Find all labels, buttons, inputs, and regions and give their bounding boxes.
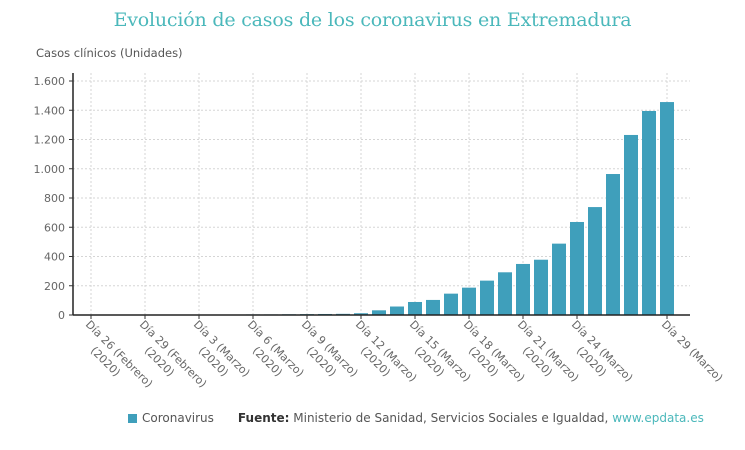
y-tick-label: 0 — [58, 309, 65, 322]
bar[interactable]: Día 28 (Marzo) (2020): 1395 — [642, 110, 656, 315]
y-tick-label: 1.600 — [34, 75, 66, 88]
y-ticks: 0 200 400 600 800 1.000 1.200 1.400 1.600 — [34, 75, 73, 322]
bar[interactable]: Día 22 (Marzo) (2020): 378 — [534, 259, 548, 315]
bar[interactable]: Día 18 (Marzo) (2020): 187 — [462, 287, 476, 315]
bar[interactable]: Día 20 (Marzo) (2020): 292 — [498, 272, 512, 315]
x-tick-label: Día 24 (Marzo)(2020) — [569, 318, 636, 385]
x-tick-label-line1: Día 29 (Marzo) — [659, 318, 726, 385]
x-tick-label: Día 21 (Marzo)(2020) — [515, 318, 582, 385]
bar[interactable]: Día 29 (Marzo): 1456 — [660, 102, 674, 315]
bar[interactable]: Día 27 (Marzo) (2020): 1231 — [624, 134, 638, 315]
bar[interactable]: Día 16 (Marzo) (2020): 103 — [426, 299, 440, 315]
y-tick-label: 200 — [44, 280, 65, 293]
chart-title: Evolución de casos de los coronavirus en… — [113, 9, 632, 31]
legend-swatch-coronavirus — [128, 413, 137, 423]
x-tick-label: Día 12 (Marzo)(2020) — [353, 318, 420, 385]
bar[interactable]: Día 13 (Marzo) (2020): 32 — [372, 310, 386, 315]
bar[interactable]: Día 24 (Marzo) (2020): 636 — [570, 221, 584, 315]
y-tick-label: 800 — [44, 192, 65, 205]
x-tick-label: Día 6 (Marzo)(2020) — [245, 318, 307, 380]
bar[interactable]: Día 15 (Marzo) (2020): 89 — [408, 301, 422, 315]
gridlines — [73, 73, 690, 315]
bar[interactable]: Día 23 (Marzo) (2020): 488 — [552, 243, 566, 315]
source-note: Fuente: Ministerio de Sanidad, Servicios… — [238, 411, 704, 425]
source-label: Fuente: — [237, 411, 290, 425]
legend: Coronavirus Fuente: Ministerio de Sanida… — [128, 411, 704, 425]
x-tick-label: Día 18 (Marzo)(2020) — [461, 318, 528, 385]
legend-label-coronavirus: Coronavirus — [142, 411, 214, 425]
bar[interactable]: Día 17 (Marzo) (2020): 146 — [444, 293, 458, 315]
bar[interactable]: Día 12 (Marzo) (2020): 12 — [354, 313, 368, 315]
bar[interactable]: Día 21 (Marzo) (2020): 349 — [516, 263, 530, 315]
x-tick-label: Día 15 (Marzo)(2020) — [407, 318, 474, 385]
axes — [72, 73, 690, 316]
y-axis-label: Casos clínicos (Unidades) — [36, 46, 183, 60]
x-tick-label: Día 29 (Marzo) — [659, 318, 726, 385]
x-tick-label: Día 9 (Marzo)(2020) — [299, 318, 361, 380]
y-tick-label: 1.000 — [34, 163, 66, 176]
y-tick-label: 600 — [44, 221, 65, 234]
y-tick-label: 1.200 — [34, 134, 66, 147]
source-link[interactable]: www.epdata.es — [612, 411, 704, 425]
bar[interactable]: Día 19 (Marzo) (2020): 235 — [480, 280, 494, 315]
x-ticks: Día 26 (Febrero)(2020) Día 29 (Febrero)(2… — [83, 315, 726, 390]
bar[interactable]: Día 25 (Marzo) (2020): 738 — [588, 207, 602, 315]
bar[interactable]: Día 26 (Marzo) (2020): 964 — [606, 174, 620, 315]
source-text: Ministerio de Sanidad, Servicios Sociale… — [293, 411, 609, 425]
y-tick-label: 1.400 — [34, 104, 66, 117]
y-tick-label: 400 — [44, 251, 65, 264]
bar[interactable]: Día 14 (Marzo) (2020): 58 — [390, 306, 404, 315]
